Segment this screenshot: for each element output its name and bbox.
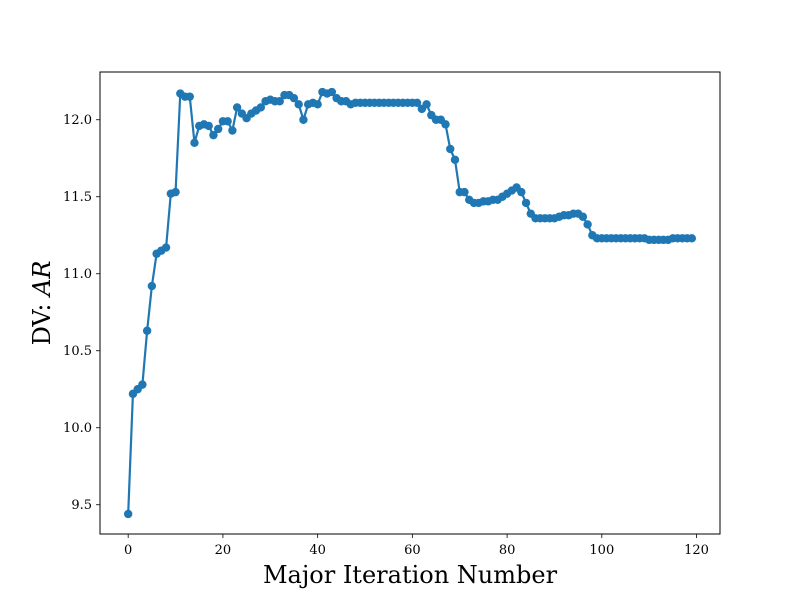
data-point — [327, 87, 337, 97]
data-point — [190, 138, 199, 148]
data-point — [422, 100, 431, 109]
y-tick-label: 10.0 — [63, 421, 92, 436]
data-point — [209, 130, 218, 140]
data-point — [289, 93, 299, 103]
y-axis: 9.5 10.0 10.5 11.0 11.5 12.0 — [63, 113, 100, 513]
y-tick-label: 11.0 — [63, 267, 92, 282]
x-tick-label: 100 — [589, 543, 614, 558]
x-axis-label: Major Iteration Number — [263, 561, 558, 589]
data-point — [441, 120, 450, 129]
data-point — [521, 198, 531, 208]
x-tick-label: 40 — [309, 543, 326, 558]
data-point — [171, 187, 180, 197]
data-point — [223, 117, 232, 126]
data-point — [460, 187, 469, 197]
data-point — [517, 187, 526, 197]
data-point — [294, 100, 303, 109]
data-point — [687, 234, 697, 243]
y-tick-label: 10.5 — [63, 344, 92, 359]
x-tick-label: 120 — [684, 543, 709, 558]
data-point — [299, 115, 308, 124]
plot-area — [99, 71, 721, 535]
data-point — [578, 212, 588, 221]
axes-frame — [99, 71, 721, 535]
x-tick-label: 20 — [215, 543, 232, 558]
data-point — [204, 121, 213, 131]
y-tick-label: 12.0 — [63, 113, 92, 128]
y-tick-label: 11.5 — [63, 190, 92, 205]
x-tick-label: 60 — [404, 543, 421, 558]
data-point — [450, 155, 460, 164]
data-point — [185, 92, 194, 101]
data-point — [313, 100, 322, 109]
data-point — [446, 144, 455, 154]
y-axis-label-math: AR — [28, 261, 56, 298]
data-point — [138, 380, 147, 389]
data-point — [583, 220, 592, 229]
data-point — [228, 126, 237, 135]
x-tick-label: 80 — [499, 543, 516, 558]
data-point — [213, 124, 223, 134]
data-point — [123, 509, 133, 519]
data-point — [412, 98, 422, 108]
data-point — [147, 281, 157, 291]
data-point — [256, 103, 265, 112]
data-point — [232, 103, 242, 112]
y-axis-label: DV: AR — [28, 261, 56, 346]
x-tick-label: 0 — [124, 543, 132, 558]
series-layer — [123, 87, 697, 519]
y-axis-label-prefix: DV: — [28, 296, 56, 345]
x-axis: 0 20 40 60 80 100 120 — [124, 534, 709, 558]
y-tick-label: 9.5 — [71, 498, 92, 513]
data-point — [161, 243, 171, 252]
data-point — [275, 97, 284, 106]
data-point — [142, 326, 152, 335]
